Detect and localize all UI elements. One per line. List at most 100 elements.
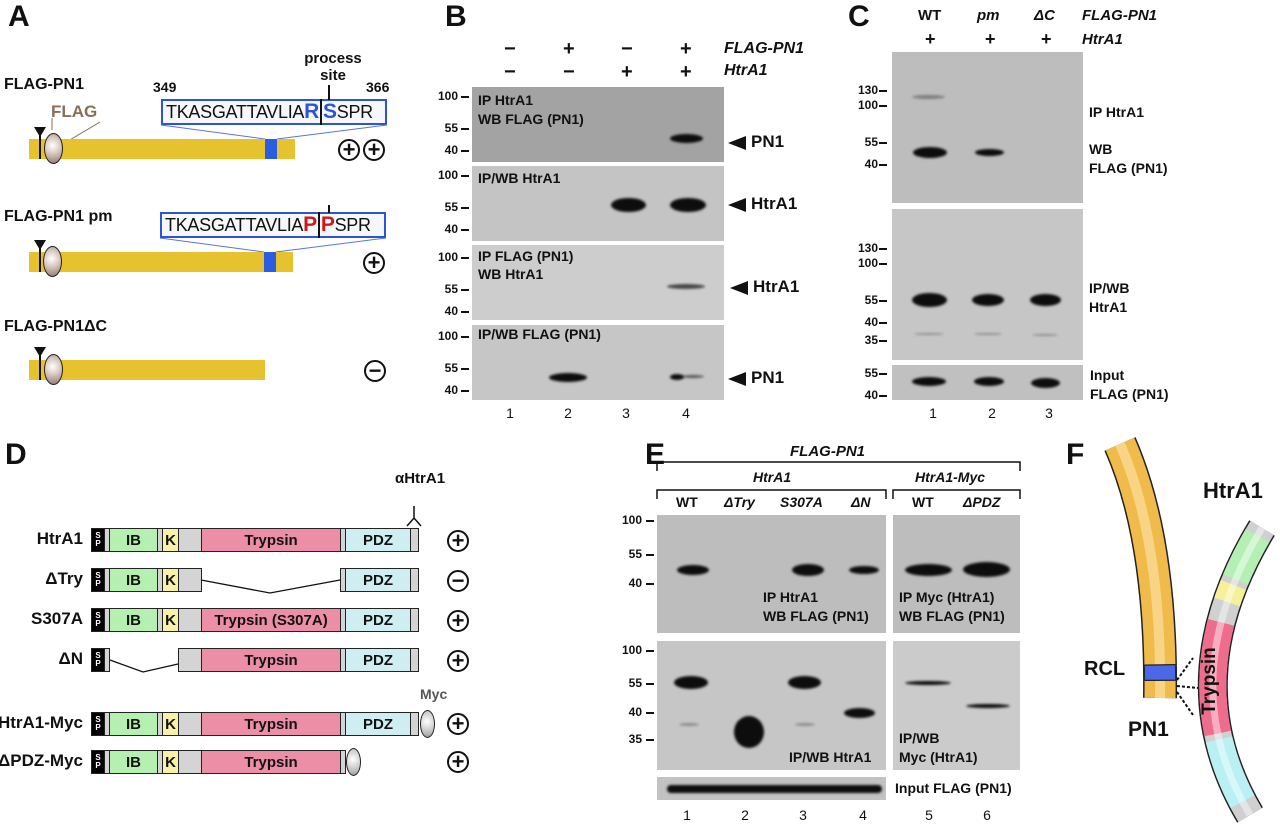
western-blot [892,365,1083,400]
mw-marker: 55 [864,366,878,380]
pn1-label: PN1 [1128,718,1169,741]
construct-label: FLAG-PN1ΔC [4,318,108,335]
plus-circle-icon: + [447,610,469,632]
mw-marker: 100 [621,643,642,657]
mw-marker: 55 [444,282,458,296]
marker-tick [879,90,887,92]
marker-tick [646,712,654,714]
mw-marker: 35 [628,732,642,746]
blot-title: IP/WB [899,730,940,746]
band [912,293,947,307]
mw-marker: 40 [444,143,458,157]
blot-title: IP HtrA1 [763,589,818,605]
construct-label: HtrA1 [36,529,83,548]
panel-label-c: C [848,0,870,33]
minus-circle-icon: − [364,360,386,382]
arrowhead-icon [728,371,746,386]
western-blot: IP/WB Myc (HtrA1) [893,641,1020,770]
linker-segment [410,528,419,552]
lane-number: 4 [859,807,867,823]
band [788,676,821,689]
band [1031,378,1060,388]
flag-tag-oval [43,246,62,277]
western-blot: IP FLAG (PN1) WB HtrA1 [472,245,724,320]
linker-segment [178,608,202,632]
cleavage-line [320,99,323,125]
column-header: ΔC [1034,7,1055,24]
group-label: HtrA1 [753,469,792,485]
ib-domain: IB [109,750,158,774]
row-label: HtrA1 [724,62,768,79]
blot-title: HtrA1 [1089,299,1128,315]
panel-label-f: F [1066,438,1085,471]
mw-marker: 130 [857,83,878,97]
column-header: WT [676,494,698,510]
group-label: FLAG-PN1 [790,443,865,460]
band [905,681,951,685]
band [974,333,1002,335]
myc-tag-oval [420,710,435,738]
marker-tick [461,311,469,313]
condition-sign: + [985,29,996,49]
blot-title: FLAG (PN1) [1090,386,1169,402]
mw-marker: 40 [444,222,458,236]
western-blot: IP HtrA1 WB FLAG (PN1) [472,87,724,162]
mw-marker: 130 [857,241,878,255]
linker-segment [178,568,202,592]
ib-domain: IB [109,712,158,736]
plus-circle-icon: + [447,751,469,773]
band [1032,334,1058,336]
blot-title: Input FLAG (PN1) [895,780,1012,796]
flag-tag-label: FLAG [51,102,98,121]
plus-circle-icon: + [447,530,469,552]
western-blot: IP Myc (HtrA1) WB FLAG (PN1) [893,515,1020,633]
band [974,377,1004,386]
mw-marker: 40 [628,576,642,590]
mw-marker: 40 [864,157,878,171]
band [792,564,824,576]
ib-domain: IB [109,528,158,552]
band [734,716,764,748]
western-blot [892,209,1083,360]
end-residue: 366 [366,79,390,95]
cleavage-triangle-icon [34,347,46,357]
sequence-suffix: SPR [334,214,371,235]
marker-tick [879,248,887,250]
rcl-block [264,252,276,272]
p1-prime-residue: P [320,213,335,236]
arrow-label: PN1 [751,368,785,387]
lane-number: 1 [683,807,691,823]
condition-sign: − [504,38,516,60]
construct-label: HtrA1-Myc [0,713,83,732]
condition-sign: + [925,29,936,49]
group-brackets [656,461,1021,499]
condition-sign: + [680,38,692,60]
myc-label: Myc [420,686,448,702]
process-site-label: process site [304,50,362,84]
trypsin-domain: Trypsin [201,648,341,672]
band [677,565,709,575]
pdz-domain: PDZ [345,608,411,632]
marker-tick [646,683,654,685]
marker-tick [879,373,887,375]
blot-title: Input [1090,367,1125,383]
band [674,676,708,689]
lane-number: 2 [988,405,996,421]
marker-tick [879,395,887,397]
pdz-segment [1199,521,1274,822]
blot-title: IP FLAG (PN1) [478,248,574,264]
condition-sign: + [680,61,692,83]
column-header: pm [977,7,1000,24]
lane-number: 3 [622,405,630,421]
pdz-domain: PDZ [345,568,411,592]
linker-segment [340,750,346,774]
linker-segment [178,750,202,774]
band [670,134,703,143]
band [905,564,952,576]
pn1-bar [29,252,293,272]
blot-title: FLAG (PN1) [1089,160,1168,176]
construct-label: ΔTry [45,569,83,588]
mw-marker: 40 [628,705,642,719]
trypsin-label: Trypsin [1198,647,1220,715]
western-blot: IP HtrA1 WB FLAG (PN1) [657,515,886,633]
